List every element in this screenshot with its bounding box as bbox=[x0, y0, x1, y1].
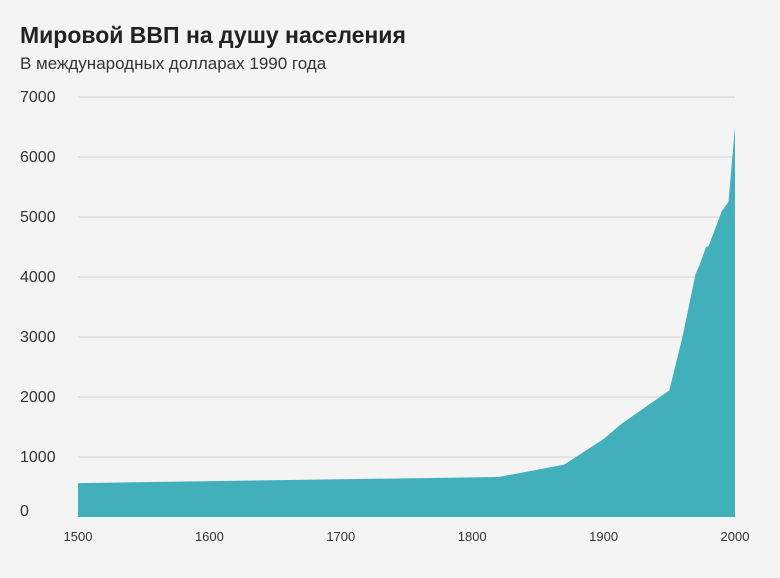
x-tick-label: 1700 bbox=[326, 529, 355, 544]
y-tick-label: 2000 bbox=[20, 389, 56, 406]
data-area-series-0 bbox=[78, 127, 735, 517]
x-tick-label: 1800 bbox=[458, 529, 487, 544]
x-tick-label: 1500 bbox=[64, 529, 93, 544]
gridlines bbox=[78, 96, 735, 458]
y-axis: 0 1000 2000 3000 4000 5000 6000 7000 bbox=[20, 89, 56, 520]
data-area-layer bbox=[78, 127, 735, 517]
y-tick-label: 4000 bbox=[20, 269, 56, 286]
y-tick-label: 6000 bbox=[20, 149, 56, 166]
y-tick-label: 7000 bbox=[20, 89, 56, 106]
y-tick-label: 1000 bbox=[20, 449, 56, 466]
chart-title: Мировой ВВП на душу населения bbox=[20, 22, 406, 48]
chart-subtitle: В международных долларах 1990 года bbox=[20, 54, 327, 73]
y-tick-label: 5000 bbox=[20, 209, 56, 226]
x-tick-label: 2000 bbox=[721, 529, 750, 544]
y-tick-label: 0 bbox=[20, 503, 29, 520]
x-tick-label: 1600 bbox=[195, 529, 224, 544]
y-tick-label: 3000 bbox=[20, 329, 56, 346]
x-axis: 1500 1600 1700 1800 1900 2000 bbox=[64, 529, 750, 544]
x-tick-label: 1900 bbox=[589, 529, 618, 544]
